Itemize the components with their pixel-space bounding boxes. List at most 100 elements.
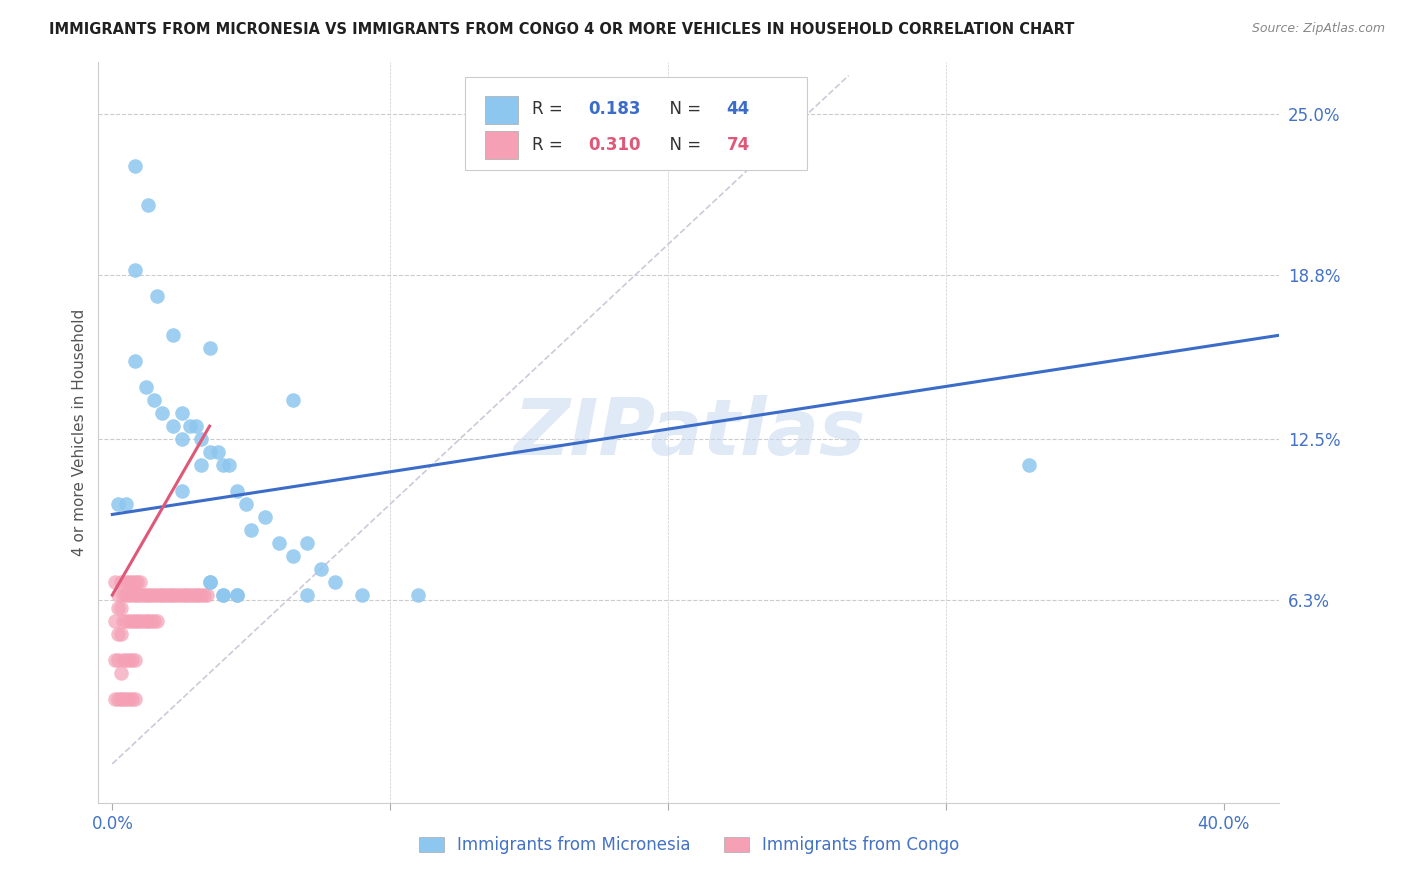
Point bbox=[118, 692, 141, 706]
Point bbox=[121, 614, 143, 628]
Point bbox=[150, 588, 173, 602]
Point bbox=[212, 588, 235, 602]
Point bbox=[162, 588, 184, 602]
Point bbox=[240, 523, 263, 537]
Point bbox=[323, 574, 346, 589]
Point bbox=[159, 588, 181, 602]
Point bbox=[124, 263, 146, 277]
FancyBboxPatch shape bbox=[464, 78, 807, 169]
Text: N =: N = bbox=[659, 136, 707, 154]
Point bbox=[127, 588, 149, 602]
Text: ZIPatlas: ZIPatlas bbox=[513, 394, 865, 471]
Point bbox=[212, 458, 235, 472]
Point bbox=[309, 562, 332, 576]
Point bbox=[121, 574, 143, 589]
Point bbox=[132, 614, 155, 628]
Point bbox=[124, 588, 146, 602]
Point bbox=[295, 536, 318, 550]
Point bbox=[115, 653, 138, 667]
Point bbox=[146, 289, 169, 303]
Point bbox=[135, 380, 157, 394]
Point bbox=[281, 549, 304, 563]
Bar bbox=[485, 130, 517, 159]
Point bbox=[110, 692, 132, 706]
Point bbox=[104, 692, 127, 706]
Point bbox=[127, 574, 149, 589]
Point bbox=[124, 354, 146, 368]
Point bbox=[115, 588, 138, 602]
Point bbox=[226, 484, 249, 499]
Point bbox=[124, 574, 146, 589]
Point bbox=[190, 588, 212, 602]
Point bbox=[184, 419, 207, 434]
Point bbox=[156, 588, 179, 602]
Text: R =: R = bbox=[531, 100, 568, 118]
Point bbox=[115, 692, 138, 706]
Point bbox=[138, 198, 160, 212]
Point bbox=[146, 614, 169, 628]
Point bbox=[118, 614, 141, 628]
Point bbox=[107, 588, 129, 602]
Point bbox=[193, 588, 215, 602]
Point bbox=[235, 497, 257, 511]
Point bbox=[110, 627, 132, 641]
Point bbox=[162, 328, 184, 343]
Point bbox=[110, 601, 132, 615]
Point bbox=[115, 497, 138, 511]
Point bbox=[179, 588, 201, 602]
Point bbox=[115, 614, 138, 628]
Point bbox=[121, 588, 143, 602]
Point bbox=[198, 445, 221, 459]
Point bbox=[104, 614, 127, 628]
Point bbox=[135, 614, 157, 628]
Point bbox=[165, 588, 187, 602]
Point bbox=[190, 458, 212, 472]
Point bbox=[150, 406, 173, 420]
Point bbox=[198, 341, 221, 355]
Point bbox=[107, 601, 129, 615]
Point bbox=[218, 458, 240, 472]
Point bbox=[121, 692, 143, 706]
Text: 44: 44 bbox=[727, 100, 749, 118]
Point bbox=[207, 445, 229, 459]
Point bbox=[107, 497, 129, 511]
Point bbox=[124, 159, 146, 173]
Point bbox=[181, 588, 204, 602]
Point bbox=[212, 588, 235, 602]
Point bbox=[124, 614, 146, 628]
Point bbox=[118, 653, 141, 667]
Point bbox=[162, 419, 184, 434]
Point bbox=[104, 574, 127, 589]
Point bbox=[226, 588, 249, 602]
Point bbox=[146, 588, 169, 602]
Point bbox=[281, 393, 304, 408]
Point bbox=[226, 588, 249, 602]
Y-axis label: 4 or more Vehicles in Household: 4 or more Vehicles in Household bbox=[72, 309, 87, 557]
Point bbox=[143, 588, 166, 602]
Point bbox=[179, 419, 201, 434]
Point bbox=[352, 588, 374, 602]
Point bbox=[110, 574, 132, 589]
Point bbox=[129, 574, 152, 589]
Point bbox=[153, 588, 176, 602]
Point bbox=[132, 588, 155, 602]
Point bbox=[190, 432, 212, 446]
Point bbox=[198, 574, 221, 589]
Point bbox=[141, 614, 163, 628]
Point bbox=[107, 627, 129, 641]
Point bbox=[104, 653, 127, 667]
Legend: Immigrants from Micronesia, Immigrants from Congo: Immigrants from Micronesia, Immigrants f… bbox=[412, 830, 966, 861]
Point bbox=[112, 653, 135, 667]
Point bbox=[138, 588, 160, 602]
Point bbox=[112, 692, 135, 706]
Point bbox=[198, 574, 221, 589]
Text: N =: N = bbox=[659, 100, 707, 118]
Point bbox=[176, 588, 198, 602]
Point bbox=[115, 574, 138, 589]
Text: IMMIGRANTS FROM MICRONESIA VS IMMIGRANTS FROM CONGO 4 OR MORE VEHICLES IN HOUSEH: IMMIGRANTS FROM MICRONESIA VS IMMIGRANTS… bbox=[49, 22, 1074, 37]
Point bbox=[107, 653, 129, 667]
Point bbox=[1018, 458, 1040, 472]
Point bbox=[254, 510, 277, 524]
Point bbox=[170, 432, 193, 446]
Point bbox=[173, 588, 195, 602]
